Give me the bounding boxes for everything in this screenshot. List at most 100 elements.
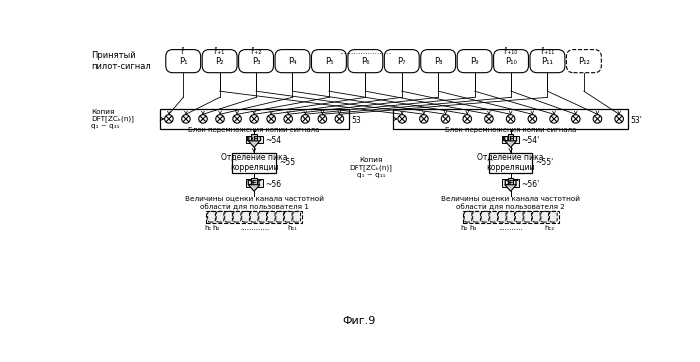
Bar [232,153,276,173]
Text: ~55: ~55 [279,158,295,167]
Bar [251,134,257,141]
FancyBboxPatch shape [251,211,258,222]
Text: fᴵ₊₁₁: fᴵ₊₁₁ [540,47,554,55]
FancyBboxPatch shape [202,50,237,73]
FancyBboxPatch shape [166,50,201,73]
Text: P₆: P₆ [361,56,370,66]
FancyBboxPatch shape [566,50,601,73]
Text: Копия
DFT[ZCₖ(n)]
q₁ ~ q₁₁: Копия DFT[ZCₖ(n)] q₁ ~ q₁₁ [92,109,134,129]
Text: DFT: DFT [503,180,519,186]
Text: 53: 53 [351,117,360,125]
FancyBboxPatch shape [464,211,472,222]
Text: P₁₁: P₁₁ [542,56,554,66]
Text: Принятый
пилот-сигнал: Принятый пилот-сигнал [92,51,151,71]
Text: IDFT: IDFT [502,136,519,142]
Bar [160,109,349,129]
Polygon shape [248,141,260,147]
Text: h₃: h₃ [469,225,476,231]
FancyBboxPatch shape [533,211,540,222]
FancyBboxPatch shape [490,211,498,222]
Text: P₂: P₂ [216,56,224,66]
Bar [463,211,559,223]
Text: fᴵ₊₁: fᴵ₊₁ [214,47,225,55]
Text: Фиг.9: Фиг.9 [342,316,375,326]
Text: Копия
DFT[ZCₖ(n)]
q₁ ~ q₁₁: Копия DFT[ZCₖ(n)] q₁ ~ q₁₁ [349,157,392,178]
Bar [502,180,519,187]
Text: P₇: P₇ [398,56,406,66]
Text: P₁₂: P₁₂ [578,56,590,66]
FancyBboxPatch shape [515,211,523,222]
Text: h₁₂: h₁₂ [545,225,554,231]
Text: Отделение пика
корреляции: Отделение пика корреляции [221,153,288,172]
FancyBboxPatch shape [457,50,492,73]
Text: P₈: P₈ [434,56,442,66]
Text: ~56': ~56' [522,180,540,189]
Text: DFT: DFT [246,180,262,186]
Bar [206,211,302,223]
FancyBboxPatch shape [550,211,557,222]
FancyBboxPatch shape [481,211,489,222]
Text: P₄: P₄ [288,56,297,66]
Text: h₂: h₂ [461,225,468,231]
Text: P₁₀: P₁₀ [505,56,517,66]
FancyBboxPatch shape [312,50,346,73]
Text: h₁: h₁ [204,225,211,231]
Bar [508,134,513,141]
FancyBboxPatch shape [216,211,224,222]
Text: fᴵ: fᴵ [181,47,186,55]
Text: Блок перемножения копии сигнала: Блок перемножения копии сигнала [445,127,576,132]
FancyBboxPatch shape [241,211,249,222]
FancyBboxPatch shape [284,211,292,222]
FancyBboxPatch shape [498,211,506,222]
Text: P₉: P₉ [470,56,479,66]
Text: ~55': ~55' [536,158,554,167]
FancyBboxPatch shape [259,211,267,222]
Text: h₂: h₂ [213,225,220,231]
Text: P₁: P₁ [179,56,188,66]
Text: Блок перемножения копии сигнала: Блок перемножения копии сигнала [188,127,320,132]
Text: h₁₁: h₁₁ [288,225,298,231]
FancyBboxPatch shape [541,211,549,222]
Text: P₃: P₃ [252,56,260,66]
FancyBboxPatch shape [267,211,275,222]
Bar [489,153,533,173]
Text: P₅: P₅ [325,56,333,66]
Text: ...........: ........... [498,225,524,231]
FancyBboxPatch shape [293,211,300,222]
Text: Величины оценки канала частотной
области для пользователя 1: Величины оценки канала частотной области… [185,196,323,210]
FancyBboxPatch shape [239,50,274,73]
Text: fᴵ₊₂: fᴵ₊₂ [251,47,262,55]
FancyBboxPatch shape [276,211,284,222]
FancyBboxPatch shape [208,211,216,222]
FancyBboxPatch shape [507,211,514,222]
FancyBboxPatch shape [233,211,241,222]
FancyBboxPatch shape [530,50,565,73]
Text: IDFT: IDFT [245,136,263,142]
Text: ~56: ~56 [265,180,281,189]
FancyBboxPatch shape [473,211,480,222]
Bar [246,136,262,143]
FancyBboxPatch shape [384,50,419,73]
Text: ......................: ...................... [340,47,391,55]
Text: Отделение пика
корреляции: Отделение пика корреляции [477,153,544,172]
Bar [246,180,262,187]
Bar [508,178,513,185]
FancyBboxPatch shape [348,50,383,73]
Text: .............: ............. [240,225,269,231]
FancyBboxPatch shape [494,50,528,73]
Text: ~54: ~54 [265,136,281,145]
Polygon shape [248,185,260,191]
FancyBboxPatch shape [275,50,310,73]
Bar [393,109,629,129]
FancyBboxPatch shape [421,50,456,73]
Polygon shape [505,141,517,147]
Bar [502,136,519,143]
Bar [251,178,257,185]
FancyBboxPatch shape [524,211,531,222]
Text: 53': 53' [631,117,643,125]
Text: ~54': ~54' [522,136,540,145]
Text: fᴵ₊₁₀: fᴵ₊₁₀ [504,47,518,55]
Polygon shape [505,185,517,191]
Text: Величины оценки канала частотной
области для пользователя 2: Величины оценки канала частотной области… [441,196,580,210]
FancyBboxPatch shape [225,211,232,222]
